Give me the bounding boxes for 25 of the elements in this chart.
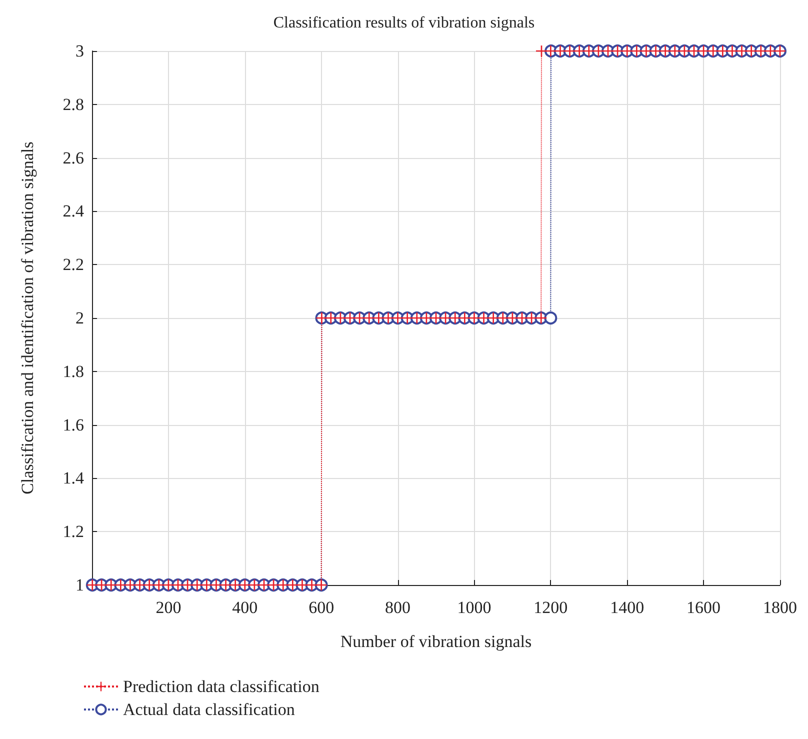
x-tick-label: 800: [385, 598, 411, 617]
x-tick-label: 1800: [763, 598, 797, 617]
y-tick-label: 1.2: [62, 522, 84, 542]
y-tick-label: 2.4: [62, 202, 84, 221]
x-tick-label: 1000: [457, 598, 492, 617]
x-tick-label: 1200: [534, 598, 568, 617]
chart-title: Classification results of vibration signals: [273, 14, 535, 32]
y-tick-label: 1.4: [62, 468, 84, 488]
x-tick-label: 400: [232, 598, 258, 617]
x-tick-label: 200: [156, 598, 182, 617]
y-tick-label: 2.8: [62, 94, 84, 114]
y-tick-label: 3: [76, 42, 84, 60]
x-axis-title: Number of vibration signals: [340, 632, 532, 651]
legend-label: Prediction data classification: [123, 677, 320, 696]
x-tick-label: 1600: [686, 598, 721, 617]
y-tick-label: 1.6: [62, 415, 84, 434]
y-tick-label: 1: [76, 576, 84, 594]
legend-label: Actual data classification: [123, 700, 296, 719]
y-tick-label: 2.2: [62, 255, 84, 274]
x-tick-label: 1400: [610, 598, 644, 617]
y-tick-label: 2.6: [62, 148, 84, 168]
y-tick-label: 2: [76, 308, 84, 328]
y-tick-label: 1.8: [62, 362, 84, 381]
x-tick-label: 600: [308, 598, 334, 617]
y-axis-title: Classification and identification of vibration signals: [18, 142, 37, 494]
